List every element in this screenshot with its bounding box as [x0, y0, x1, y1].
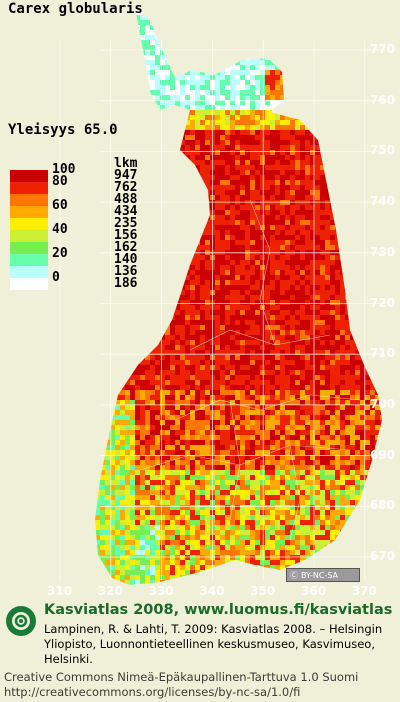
legend-count-label: 434 [114, 204, 138, 219]
legend-count-label: 762 [114, 180, 138, 195]
legend-percent-label: 60 [52, 198, 68, 213]
legend-swatch [10, 266, 48, 278]
legend-count-label: 488 [114, 192, 138, 207]
legend-percent-label: 20 [52, 246, 68, 261]
longitude-label: 310 [47, 584, 73, 598]
legend-percent-label: 80 [52, 174, 68, 189]
distribution-map [59, 8, 385, 585]
longitude-label: 320 [97, 584, 123, 598]
legend-percent-label: 0 [52, 270, 60, 285]
latitude-label: 690 [370, 447, 396, 462]
longitude-label: 360 [301, 584, 327, 598]
latitude-label: 680 [370, 498, 396, 513]
footer-citation: Lampinen, R. & Lahti, T. 2009: Kasviatla… [44, 622, 383, 666]
legend-count-label: 140 [114, 252, 138, 267]
legend-swatch [10, 218, 48, 230]
legend-swatch [10, 254, 48, 266]
legend-swatch [10, 194, 48, 206]
legend-swatch [10, 278, 48, 290]
latitude-label: 760 [370, 92, 396, 107]
legend-swatch [10, 170, 48, 182]
legend-count-label: 947 [114, 168, 138, 183]
latitude-label: 750 [370, 143, 396, 158]
longitude-label: 340 [199, 584, 225, 598]
cc-license-badge[interactable]: Ⓒ BY-NC-SA [286, 568, 360, 582]
latitude-label: 710 [370, 346, 396, 361]
legend-swatch [10, 206, 48, 218]
legend-percent-label: 40 [52, 222, 68, 237]
footer-license: Creative Commons Nimeä-Epäkaupallinen-Ta… [4, 670, 359, 699]
longitude-label: 350 [250, 584, 276, 598]
species-title: Carex globularis [8, 1, 143, 17]
legend-percent-label: 100 [52, 162, 76, 177]
latitude-label: 730 [370, 244, 396, 259]
license-badge-label: BY-NC-SA [301, 570, 339, 580]
legend-count-label: 186 [114, 276, 138, 291]
latitude-label: 720 [370, 295, 396, 310]
latitude-label: 740 [370, 194, 396, 209]
longitude-label: 370 [351, 584, 377, 598]
longitude-label: 330 [148, 584, 174, 598]
frequency-value: Yleisyys 65.0 [8, 122, 118, 138]
cc-icon: Ⓒ [290, 570, 298, 580]
legend-count-label: 156 [114, 228, 138, 243]
legend-swatch [10, 182, 48, 194]
legend-count-label: 136 [114, 264, 138, 279]
legend-count-label: 235 [114, 216, 138, 231]
legend-count-label: 162 [114, 240, 138, 255]
legend-swatch [10, 242, 48, 254]
legend-count-header: lkm [114, 156, 138, 171]
legend-swatch [10, 230, 48, 242]
footer-title: Kasviatlas 2008, www.luomus.fi/kasviatla… [44, 602, 393, 618]
kasviatlas-logo [6, 606, 36, 636]
finland-grid-map [59, 8, 385, 585]
latitude-label: 770 [370, 42, 396, 56]
latitude-label: 700 [370, 396, 396, 411]
latitude-label: 670 [370, 549, 396, 563]
